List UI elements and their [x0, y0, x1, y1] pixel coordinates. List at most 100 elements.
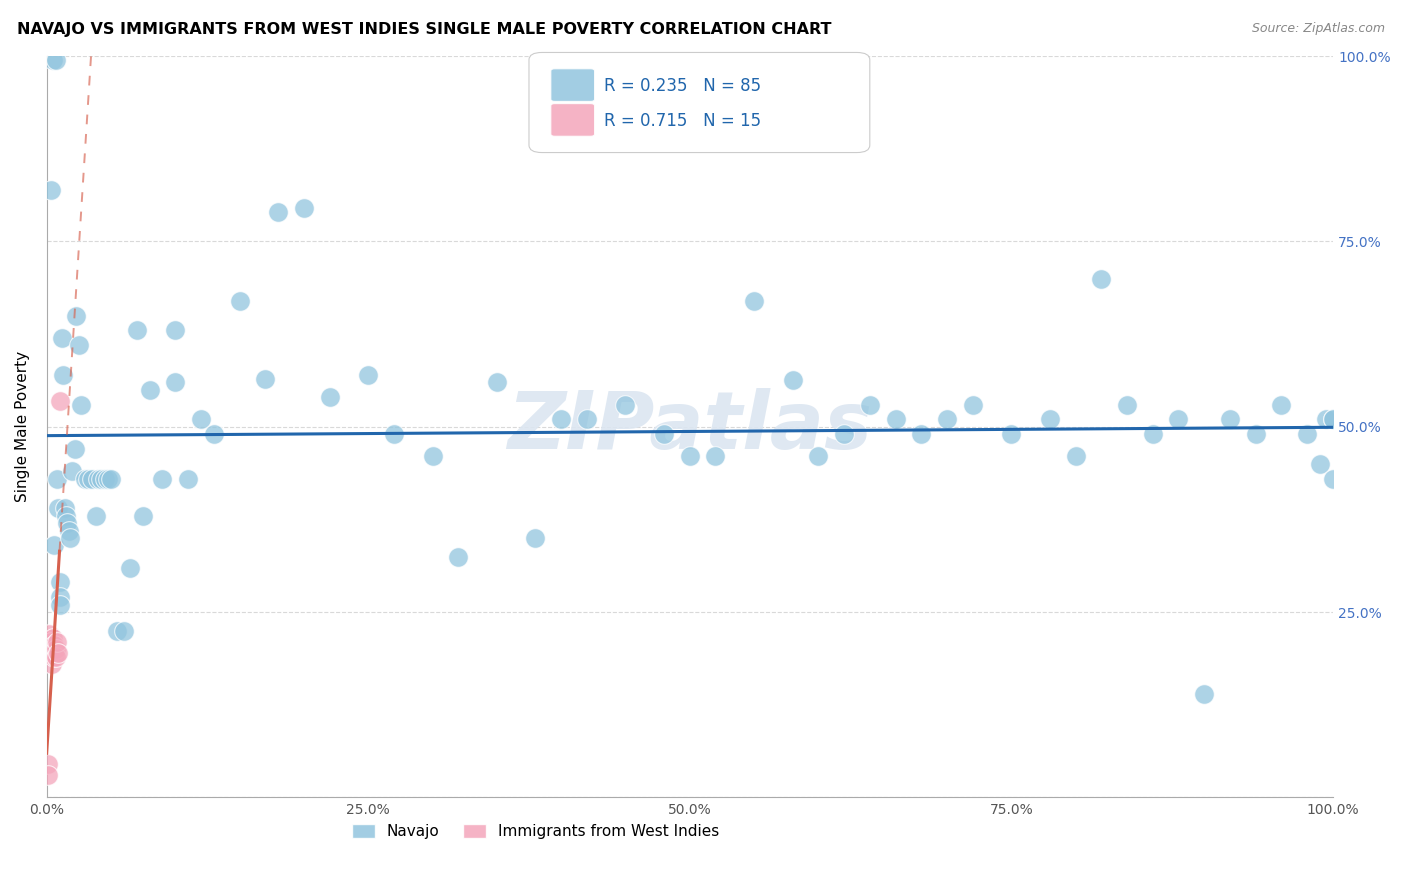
- Point: [152, 472, 174, 486]
- Point: [382, 427, 405, 442]
- Point: [1116, 398, 1139, 412]
- Point: [614, 398, 637, 412]
- Point: [550, 412, 572, 426]
- FancyBboxPatch shape: [551, 69, 595, 102]
- Point: [65, 309, 87, 323]
- Point: [107, 624, 129, 638]
- Point: [58, 524, 80, 538]
- Point: [652, 427, 675, 442]
- Point: [45, 53, 67, 67]
- Point: [100, 472, 122, 486]
- Point: [138, 383, 160, 397]
- Point: [42, 642, 65, 657]
- Text: NAVAJO VS IMMIGRANTS FROM WEST INDIES SINGLE MALE POVERTY CORRELATION CHART: NAVAJO VS IMMIGRANTS FROM WEST INDIES SI…: [17, 22, 831, 37]
- Point: [44, 639, 66, 653]
- Point: [485, 376, 508, 390]
- Point: [292, 201, 315, 215]
- Point: [125, 323, 148, 337]
- Point: [1167, 412, 1189, 426]
- Point: [165, 323, 187, 337]
- Point: [254, 371, 277, 385]
- Point: [37, 757, 59, 772]
- Point: [1309, 457, 1331, 471]
- Point: [46, 634, 69, 648]
- Point: [41, 657, 63, 671]
- Point: [90, 472, 112, 486]
- Point: [1270, 398, 1292, 412]
- Point: [165, 376, 187, 390]
- Point: [46, 501, 69, 516]
- Point: [190, 412, 212, 426]
- Y-axis label: Single Male Poverty: Single Male Poverty: [15, 351, 30, 502]
- Point: [936, 412, 959, 426]
- Point: [63, 442, 86, 456]
- Point: [112, 624, 135, 638]
- Point: [80, 472, 103, 486]
- Point: [228, 293, 250, 308]
- Point: [48, 591, 70, 605]
- Point: [575, 412, 598, 426]
- Point: [44, 538, 66, 552]
- Point: [48, 598, 70, 612]
- Point: [46, 646, 69, 660]
- FancyBboxPatch shape: [529, 53, 870, 153]
- Point: [53, 501, 76, 516]
- Point: [48, 575, 70, 590]
- Point: [1322, 412, 1344, 426]
- Point: [120, 560, 142, 574]
- Point: [76, 472, 98, 486]
- Point: [962, 398, 984, 412]
- Point: [1000, 427, 1022, 442]
- Point: [84, 508, 107, 523]
- Point: [75, 472, 97, 486]
- Point: [39, 634, 62, 648]
- Point: [52, 368, 75, 382]
- Point: [39, 183, 62, 197]
- Point: [1315, 412, 1337, 426]
- Point: [202, 427, 225, 442]
- Point: [884, 412, 907, 426]
- Point: [782, 373, 804, 387]
- Point: [55, 508, 77, 523]
- Point: [177, 472, 200, 486]
- Point: [87, 472, 110, 486]
- Point: [41, 646, 63, 660]
- Point: [1090, 271, 1112, 285]
- Point: [93, 472, 115, 486]
- Point: [97, 472, 120, 486]
- Point: [357, 368, 380, 382]
- Point: [318, 390, 340, 404]
- Point: [679, 450, 702, 464]
- Point: [59, 531, 82, 545]
- Point: [45, 649, 67, 664]
- Point: [42, 631, 65, 645]
- Point: [832, 427, 855, 442]
- Text: ZIPatlas: ZIPatlas: [508, 388, 872, 466]
- Point: [132, 508, 155, 523]
- FancyBboxPatch shape: [551, 103, 595, 136]
- Point: [70, 398, 93, 412]
- Point: [1142, 427, 1164, 442]
- Point: [56, 516, 79, 531]
- Point: [524, 531, 547, 545]
- Point: [267, 204, 290, 219]
- Point: [742, 293, 765, 308]
- Text: R = 0.235   N = 85: R = 0.235 N = 85: [603, 77, 761, 95]
- Point: [45, 642, 67, 657]
- Point: [1219, 412, 1241, 426]
- Point: [51, 331, 73, 345]
- Point: [42, 53, 65, 67]
- Text: Source: ZipAtlas.com: Source: ZipAtlas.com: [1251, 22, 1385, 36]
- Point: [44, 649, 66, 664]
- Point: [1192, 687, 1215, 701]
- Point: [1244, 427, 1267, 442]
- Point: [37, 768, 59, 782]
- Point: [1322, 472, 1344, 486]
- Point: [48, 393, 70, 408]
- Point: [447, 549, 470, 564]
- Point: [704, 450, 727, 464]
- Point: [1296, 427, 1319, 442]
- Point: [807, 450, 830, 464]
- Point: [67, 338, 90, 352]
- Point: [1064, 450, 1087, 464]
